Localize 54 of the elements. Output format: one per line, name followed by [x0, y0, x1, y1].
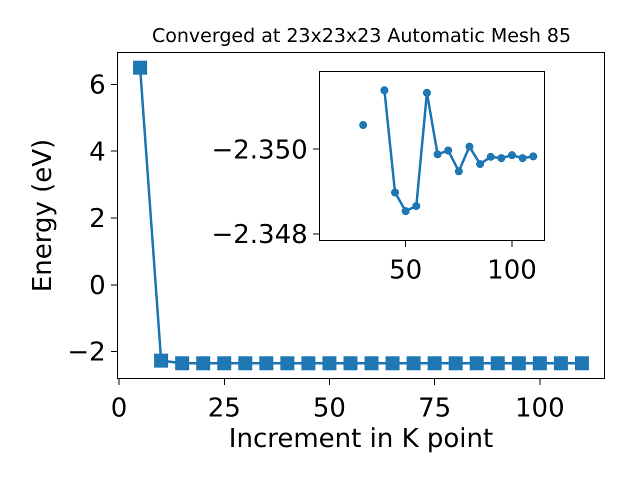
point — [359, 121, 368, 130]
y-tick-label: −2.348 — [211, 220, 308, 250]
point — [518, 154, 527, 162]
point — [529, 152, 538, 160]
point — [322, 356, 336, 370]
point — [465, 142, 474, 151]
point — [490, 356, 505, 370]
point — [554, 356, 568, 370]
x-tick-label: 50 — [312, 393, 346, 424]
point — [406, 356, 421, 370]
y-tick-label: −2.350 — [211, 135, 308, 166]
y-tick-label: −2 — [67, 338, 106, 368]
y-axis-title: Energy (eV) — [28, 138, 58, 292]
point — [428, 356, 442, 370]
point — [532, 356, 547, 370]
point — [133, 60, 148, 75]
point — [476, 160, 484, 168]
x-tick-label: 50 — [389, 255, 422, 286]
point — [175, 356, 190, 370]
point — [238, 356, 252, 370]
x-tick-label: 0 — [110, 393, 128, 424]
point — [444, 146, 452, 154]
point — [364, 356, 379, 370]
x-axis-title: Increment in K point — [228, 424, 494, 454]
point — [301, 356, 316, 370]
point — [154, 354, 168, 368]
point — [380, 86, 388, 94]
point — [217, 356, 232, 370]
point — [508, 151, 516, 160]
point — [422, 88, 431, 97]
point — [343, 356, 358, 370]
y-tick-label: 4 — [89, 137, 106, 168]
point — [448, 356, 463, 370]
point — [434, 150, 442, 158]
y-tick-label: 2 — [89, 204, 106, 234]
point — [454, 167, 463, 176]
point — [470, 356, 484, 370]
point — [391, 188, 400, 196]
point — [486, 152, 495, 161]
point — [386, 356, 400, 370]
x-tick-label: 100 — [487, 255, 537, 286]
x-tick-label: 75 — [418, 393, 452, 424]
point — [196, 356, 210, 370]
point — [512, 356, 526, 370]
point — [280, 356, 294, 370]
x-tick-label: 100 — [515, 393, 565, 424]
x-tick-label: 25 — [208, 393, 241, 424]
y-tick-label: 6 — [89, 70, 106, 100]
point — [412, 202, 420, 210]
point — [497, 154, 506, 162]
point — [574, 356, 589, 370]
point — [259, 356, 274, 370]
chart-title: Converged at 23x23x23 Automatic Mesh 85 — [152, 25, 572, 47]
point — [402, 207, 410, 216]
